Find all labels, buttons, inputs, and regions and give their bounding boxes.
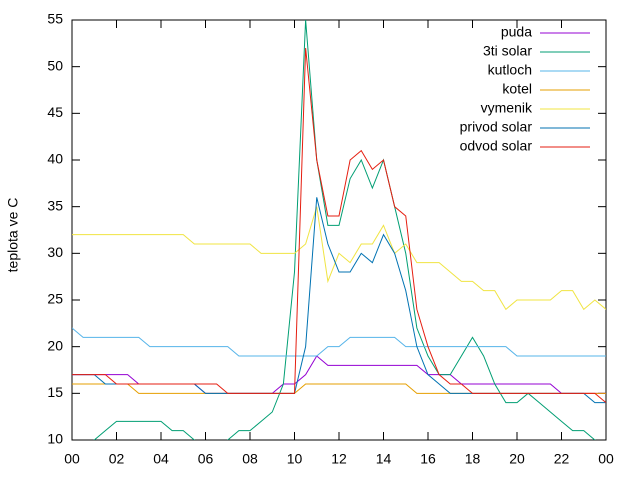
- y-tick-label: 25: [47, 291, 63, 307]
- legend-label: kutloch: [488, 62, 532, 78]
- series-line: [72, 355, 606, 394]
- series-line: [72, 383, 606, 394]
- y-tick-label: 10: [47, 431, 63, 447]
- series-line: [72, 206, 606, 311]
- legend-label: puda: [501, 24, 532, 40]
- series-line: [72, 327, 606, 357]
- x-tick-label: 06: [198, 451, 214, 467]
- y-tick-label: 40: [47, 151, 63, 167]
- x-tick-label: 14: [376, 451, 392, 467]
- x-tick-label: 18: [465, 451, 481, 467]
- x-tick-label: 04: [153, 451, 169, 467]
- y-axis-label: teplota ve C: [5, 198, 21, 273]
- series-line: [72, 47, 606, 404]
- x-tick-label: 22: [554, 451, 570, 467]
- series-line: [93, 20, 596, 440]
- x-tick-label: 12: [331, 451, 347, 467]
- x-tick-label: 08: [242, 451, 258, 467]
- x-tick-label: 00: [64, 451, 80, 467]
- legend-label: odvod solar: [460, 138, 533, 154]
- legend-label: vymenik: [481, 100, 533, 116]
- y-tick-label: 45: [47, 104, 63, 120]
- x-tick-label: 10: [287, 451, 303, 467]
- y-tick-label: 30: [47, 244, 63, 260]
- x-tick-label: 20: [509, 451, 525, 467]
- x-tick-label: 16: [420, 451, 436, 467]
- legend-label: privod solar: [460, 119, 533, 135]
- y-tick-label: 50: [47, 57, 63, 73]
- y-tick-label: 15: [47, 384, 63, 400]
- x-tick-label: 00: [598, 451, 614, 467]
- y-tick-label: 55: [47, 11, 63, 27]
- legend-label: kotel: [502, 81, 532, 97]
- y-tick-label: 35: [47, 197, 63, 213]
- x-tick-label: 02: [109, 451, 125, 467]
- y-tick-label: 20: [47, 337, 63, 353]
- legend-label: 3ti solar: [483, 43, 532, 59]
